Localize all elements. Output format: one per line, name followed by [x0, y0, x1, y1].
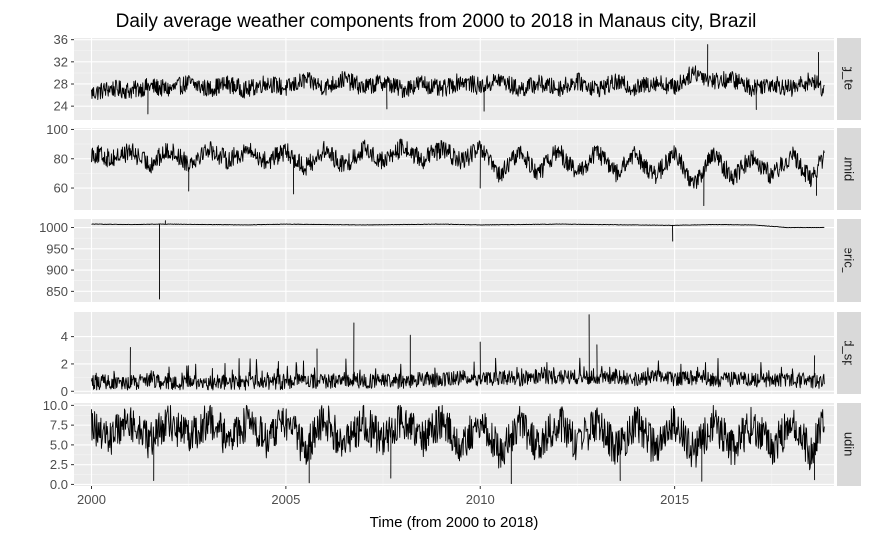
- y-tick-label: 80: [54, 151, 68, 166]
- y-tick-label: 24: [54, 99, 68, 114]
- y-tick-label: 0.0: [50, 477, 68, 492]
- y-tick-label: 32: [54, 54, 68, 69]
- y-tick-label: 900: [46, 263, 68, 278]
- panel-atmospheric-pressure: 850 900 950 1000 Atmospheric_pressure: [39, 195, 861, 325]
- y-tick-label: 850: [46, 284, 68, 299]
- series-line-atmospheric-pressure: [91, 220, 825, 300]
- y-tick-label: 1000: [39, 220, 68, 235]
- x-tick-label: 2015: [660, 492, 689, 507]
- x-tick-label: 2000: [77, 492, 106, 507]
- panel-background: [74, 219, 834, 302]
- facet-strip-label: Cloudiness: [842, 412, 857, 477]
- series-line-cloudiness: [91, 404, 825, 485]
- y-tick-label: 2.5: [50, 457, 68, 472]
- facet-strip-label: Atmospheric_pressure: [842, 195, 857, 325]
- facet-strip: [837, 38, 861, 120]
- y-tick-label: 950: [46, 241, 68, 256]
- y-tick-label: 10.0: [43, 398, 68, 413]
- y-tick-label: 5.0: [50, 437, 68, 452]
- x-tick-label: 2005: [271, 492, 300, 507]
- facet-strip-label: Humidity: [842, 144, 857, 195]
- panel-cloudiness: 0.0 2.5 5.0 7.5 10.0 Cloudiness: [43, 398, 861, 492]
- y-tick-label: 36: [54, 32, 68, 47]
- y-tick-label: 7.5: [50, 418, 68, 433]
- x-axis: 2000 2005 2010 2015: [77, 486, 689, 507]
- facet-strip-label: Avg_temp: [842, 50, 857, 108]
- series-line-avg-temp: [91, 44, 825, 115]
- x-tick-label: 2010: [466, 492, 495, 507]
- panel-wind-speed: 0 2 4 Wind_speed: [61, 312, 861, 399]
- series-line-humidity: [91, 138, 825, 207]
- y-tick-label: 2: [61, 356, 68, 371]
- chart-title: Daily average weather components from 20…: [116, 11, 757, 32]
- facet-strip: [837, 219, 861, 302]
- facet-strip: [837, 403, 861, 486]
- y-tick-label: 60: [54, 181, 68, 196]
- facet-strip: [837, 128, 861, 210]
- y-tick-label: 0: [61, 384, 68, 399]
- y-tick-label: 28: [54, 76, 68, 91]
- y-tick-label: 4: [61, 329, 68, 344]
- panel-humidity: 60 80 100 Humidity: [46, 122, 861, 210]
- panel-background: [74, 128, 834, 210]
- facet-panels: 24283236Avg_temp6080100Humidity850900950…: [39, 32, 861, 492]
- facet-strip: [837, 312, 861, 394]
- series-line-wind-speed: [91, 314, 825, 391]
- panel-avg-temp: 24 28 32 36 Avg_temp: [54, 32, 861, 120]
- y-tick-label: 100: [46, 122, 68, 137]
- facet-strip-label: Wind_speed: [842, 317, 857, 389]
- x-axis-title: Time (from 2000 to 2018): [370, 514, 539, 531]
